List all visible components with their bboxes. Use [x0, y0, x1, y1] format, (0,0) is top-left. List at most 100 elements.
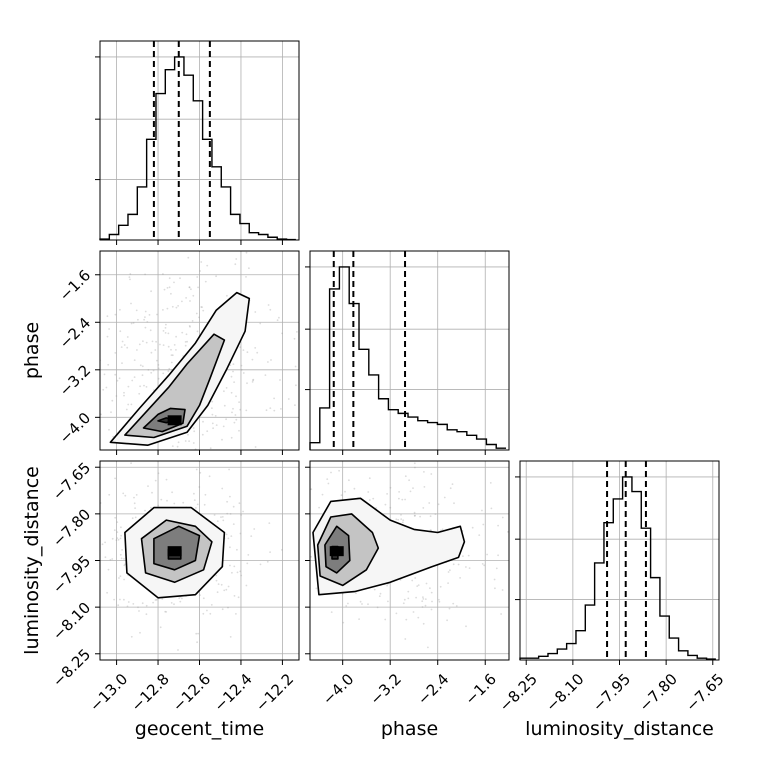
scatter-point — [229, 364, 232, 366]
scatter-point — [192, 294, 195, 297]
scatter-point — [455, 605, 458, 607]
scatter-point — [281, 549, 283, 551]
scatter-point — [347, 602, 349, 605]
scatter-point — [413, 511, 416, 514]
scatter-point — [230, 391, 233, 394]
scatter-point — [108, 493, 111, 496]
scatter-point — [376, 606, 379, 609]
scatter-point — [182, 501, 185, 504]
scatter-point — [265, 409, 268, 412]
scatter-point — [181, 456, 183, 458]
scatter-point — [203, 503, 206, 506]
scatter-point — [175, 349, 177, 351]
scatter-point — [177, 441, 180, 444]
scatter-point — [133, 359, 136, 361]
scatter-point — [242, 349, 245, 351]
scatter-point — [119, 575, 122, 578]
scatter-point — [358, 618, 360, 620]
scatter-point — [120, 346, 123, 348]
scatter-point — [150, 290, 153, 293]
scatter-point — [221, 438, 223, 441]
scatter-point — [173, 502, 176, 505]
scatter-point — [166, 499, 168, 502]
scatter-point — [204, 280, 207, 283]
scatter-point — [254, 347, 257, 349]
scatter-point — [227, 585, 230, 588]
scatter-point — [228, 468, 231, 471]
scatter-point — [93, 553, 95, 555]
scatter-point — [384, 618, 387, 621]
scatter-point — [448, 607, 451, 610]
scatter-point — [246, 382, 248, 385]
scatter-point — [268, 522, 271, 524]
scatter-point — [215, 275, 218, 278]
scatter-point — [235, 258, 238, 260]
scatter-point — [305, 554, 307, 556]
scatter-point — [218, 453, 220, 455]
scatter-point — [150, 506, 152, 509]
scatter-point — [114, 352, 117, 354]
density-peak — [167, 415, 182, 426]
scatter-point — [188, 325, 191, 327]
scatter-point — [97, 371, 99, 373]
scatter-point — [201, 433, 204, 436]
scatter-point — [310, 488, 313, 491]
scatter-point — [202, 420, 204, 423]
scatter-point — [240, 368, 243, 371]
scatter-point — [430, 473, 433, 475]
scatter-point — [401, 521, 404, 524]
scatter-point — [430, 608, 433, 611]
scatter-point — [348, 479, 350, 482]
scatter-point — [239, 346, 242, 348]
scatter-point — [230, 535, 233, 537]
scatter-point — [266, 560, 269, 563]
scatter-point — [483, 564, 486, 567]
scatter-point — [117, 604, 120, 607]
scatter-point — [165, 323, 167, 326]
scatter-point — [191, 242, 193, 244]
scatter-point — [239, 408, 242, 411]
scatter-point — [181, 331, 184, 334]
scatter-point — [326, 478, 329, 480]
y-axis-title-luminosity_distance: luminosity_distance — [21, 466, 43, 655]
scatter-point — [130, 322, 133, 325]
scatter-point — [353, 487, 356, 490]
scatter-point — [225, 588, 228, 591]
scatter-point — [187, 256, 190, 259]
scatter-point — [167, 345, 170, 348]
scatter-point — [439, 585, 442, 588]
scatter-point — [413, 514, 416, 517]
scatter-point — [452, 602, 455, 605]
scatter-point — [424, 604, 427, 607]
scatter-point — [163, 288, 166, 291]
scatter-point — [515, 573, 517, 575]
y-tick-label: −7.95 — [49, 552, 94, 597]
scatter-point — [233, 421, 236, 424]
scatter-point — [165, 611, 168, 613]
scatter-point — [206, 430, 209, 433]
x-tick-label: −7.65 — [682, 670, 727, 715]
scatter-point — [167, 370, 170, 373]
scatter-point — [405, 618, 408, 621]
scatter-point — [134, 507, 137, 509]
scatter-point — [156, 313, 158, 316]
scatter-point — [423, 486, 426, 488]
scatter-point — [73, 363, 75, 365]
scatter-point — [367, 603, 369, 606]
scatter-point — [124, 563, 126, 566]
scatter-point — [171, 491, 174, 494]
scatter-point — [245, 276, 247, 278]
scatter-point — [132, 603, 135, 605]
scatter-point — [139, 364, 142, 367]
scatter-point — [307, 374, 309, 376]
scatter-point — [330, 471, 332, 474]
scatter-point — [109, 558, 112, 561]
scatter-point — [209, 447, 212, 450]
scatter-point — [173, 603, 175, 606]
scatter-point — [227, 537, 230, 540]
scatter-point — [111, 399, 114, 402]
scatter-point — [231, 571, 233, 574]
scatter-point — [145, 341, 148, 344]
scatter-point — [452, 563, 455, 566]
